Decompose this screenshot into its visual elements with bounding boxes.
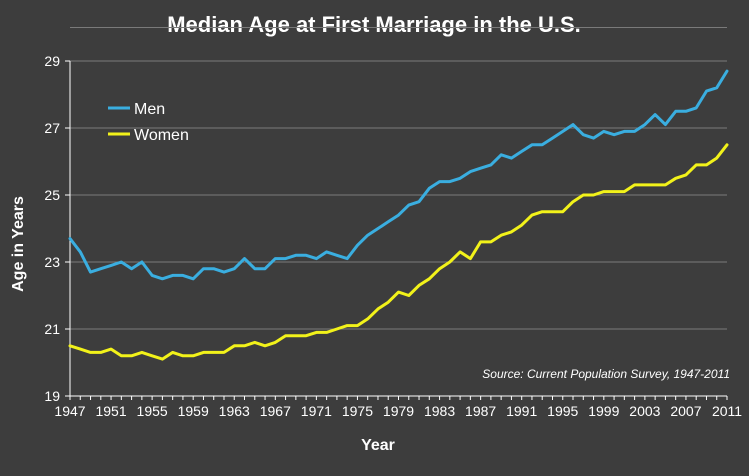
x-tick-label: 1959 — [178, 403, 209, 419]
y-tick-label: 23 — [44, 254, 60, 270]
x-tick-label: 1983 — [424, 403, 455, 419]
legend-label-men: Men — [134, 101, 165, 118]
x-tick-label: 1987 — [465, 403, 496, 419]
x-tick-label: 1963 — [219, 403, 250, 419]
chart-title: Median Age at First Marriage in the U.S. — [167, 12, 581, 37]
axes: 19 21 23 25 27 29 1947 1951 1955 1959 1963 1967 1971… — [44, 53, 742, 419]
gridlines — [70, 27, 727, 330]
x-tick-label: 1979 — [383, 403, 414, 419]
x-tick-label: 1975 — [342, 403, 373, 419]
x-tick-label: 1999 — [588, 403, 619, 419]
legend-label-women: Women — [134, 127, 189, 144]
series-line-women — [68, 143, 729, 361]
y-tick-label: 21 — [44, 321, 60, 337]
y-tick-label: 19 — [44, 388, 60, 404]
y-tick-label: 27 — [44, 120, 60, 136]
series-line-men — [68, 69, 729, 281]
x-tick-label: 1947 — [54, 403, 85, 419]
legend: Men Women — [108, 101, 189, 144]
x-tick-label: 1971 — [301, 403, 332, 419]
x-tick-label: 1951 — [95, 403, 126, 419]
x-tick-label: 2007 — [670, 403, 701, 419]
x-tick-label: 2011 — [712, 403, 742, 419]
y-tick-label: 25 — [44, 187, 60, 203]
x-tick-label: 1955 — [137, 403, 168, 419]
x-tick-label: 1967 — [260, 403, 291, 419]
series — [68, 69, 729, 361]
x-tick-label: 1995 — [547, 403, 578, 419]
x-tick-label: 1991 — [506, 403, 537, 419]
x-tick-label: 2003 — [629, 403, 660, 419]
y-axis-label: Age in Years — [10, 196, 27, 292]
x-axis-label: Year — [361, 437, 395, 454]
source-note: Source: Current Population Survey, 1947-… — [482, 367, 730, 381]
y-tick-label: 29 — [44, 53, 60, 69]
